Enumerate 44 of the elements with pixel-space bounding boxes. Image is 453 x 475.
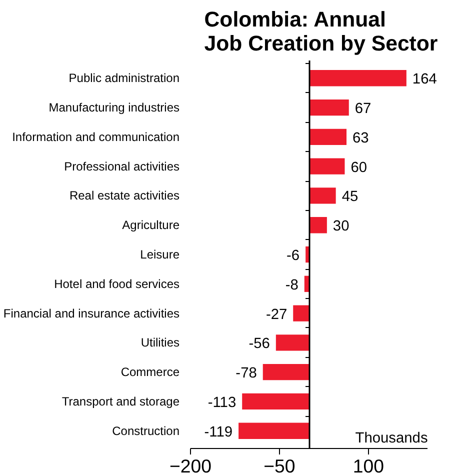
y-tick-label: Public administration (68, 71, 180, 86)
y-tick-label: Commerce (120, 365, 180, 380)
y-tick-label: Leisure (140, 248, 180, 262)
bar (309, 158, 345, 174)
data-label: -6 (286, 248, 300, 264)
bar (276, 334, 310, 351)
y-tick-label: Utilities (140, 336, 180, 350)
data-label: -113 (208, 394, 236, 411)
bar (309, 70, 406, 86)
data-label: 67 (354, 101, 372, 118)
bar (293, 305, 310, 322)
data-label: -8 (285, 277, 298, 294)
data-label: 164 (412, 72, 437, 88)
y-tick-label: Financial and insurance activities (3, 306, 180, 320)
bar (262, 364, 310, 380)
bar (242, 393, 310, 410)
y-tick-label: Manufacturing industries (48, 100, 180, 115)
y-tick-label: Transport and storage (62, 394, 180, 408)
y-tick-label: Hotel and food services (54, 276, 180, 291)
data-label: 60 (350, 160, 368, 176)
y-tick-label: Professional activities (64, 159, 180, 174)
y-tick-label: Construction (112, 424, 180, 438)
data-label: -78 (236, 366, 257, 382)
bar (309, 217, 327, 234)
annotation: Thousands (355, 430, 428, 446)
bar (309, 99, 349, 116)
bar (304, 276, 310, 292)
bar (309, 188, 336, 204)
data-label: -119 (204, 424, 233, 440)
data-label: -27 (266, 306, 288, 323)
y-tick-label: Information and communication (12, 130, 180, 144)
x-tick-label: 100 (352, 456, 384, 475)
data-label: 45 (342, 189, 358, 206)
y-tick-label: Agriculture (122, 218, 180, 232)
chart-title: Colombia: Annual Job Creation by Sector (204, 8, 438, 56)
bar (309, 128, 347, 146)
y-tick-label: Real estate activities (69, 188, 180, 203)
data-label: 63 (352, 130, 369, 146)
data-label: 30 (332, 218, 350, 235)
data-label: -56 (248, 336, 270, 352)
x-tick-label: −200 (169, 456, 212, 475)
x-tick-label: −50 (264, 456, 296, 475)
bar (238, 422, 310, 439)
bar (306, 246, 310, 263)
